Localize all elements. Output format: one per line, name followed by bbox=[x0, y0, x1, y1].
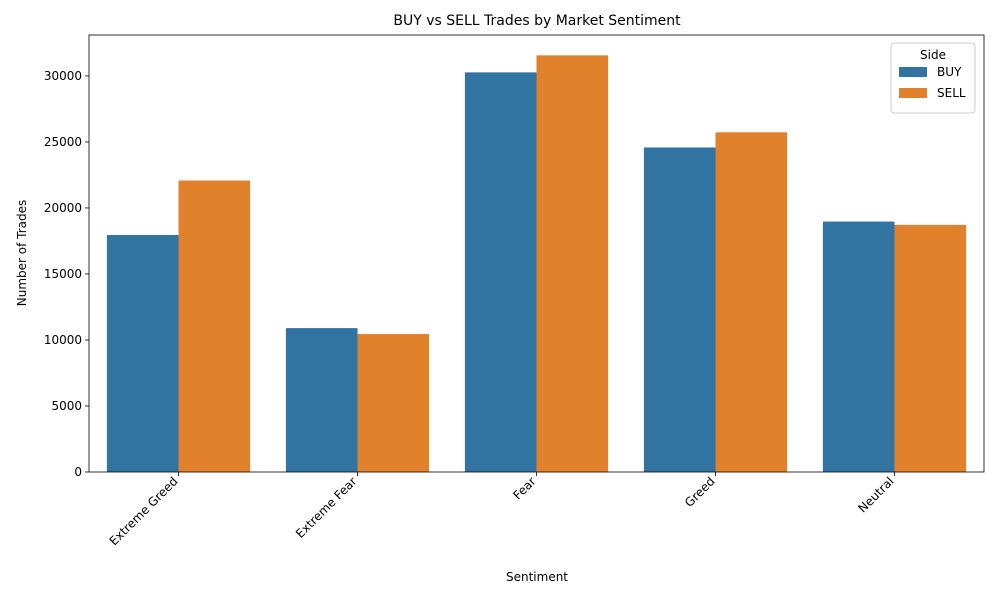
bars-layer bbox=[106, 55, 967, 473]
chart-title: BUY vs SELL Trades by Market Sentiment bbox=[393, 13, 681, 29]
y-tick-label: 30000 bbox=[44, 69, 82, 83]
bar-sell-fear bbox=[536, 55, 609, 472]
x-tick-label: Extreme Fear bbox=[293, 474, 360, 541]
legend-label-sell: SELL bbox=[937, 86, 966, 100]
x-tick-label: Greed bbox=[682, 474, 718, 510]
legend: Side BUY SELL bbox=[890, 42, 976, 114]
y-tick-label: 5000 bbox=[51, 399, 82, 413]
bar-buy-extreme-fear bbox=[285, 328, 358, 472]
y-tick-label: 15000 bbox=[44, 267, 82, 281]
legend-swatch-sell bbox=[899, 88, 927, 98]
bar-buy-greed bbox=[643, 147, 716, 473]
y-tick-label: 10000 bbox=[44, 333, 82, 347]
x-tick-label: Extreme Greed bbox=[107, 474, 181, 548]
bar-buy-neutral bbox=[822, 221, 895, 472]
x-tick-label: Neutral bbox=[855, 474, 896, 515]
bar-sell-neutral bbox=[894, 224, 967, 472]
bar-sell-greed bbox=[715, 132, 788, 473]
y-axis-title: Number of Trades bbox=[15, 200, 29, 307]
legend-swatch-buy bbox=[899, 67, 927, 77]
y-tick-label: 0 bbox=[74, 465, 82, 479]
legend-title: Side bbox=[920, 48, 946, 62]
bar-sell-extreme-greed bbox=[178, 180, 251, 473]
bar-buy-fear bbox=[464, 72, 537, 473]
legend-label-buy: BUY bbox=[937, 65, 962, 79]
x-tick-label: Fear bbox=[510, 474, 538, 502]
bar-buy-extreme-greed bbox=[106, 235, 179, 472]
y-tick-label: 20000 bbox=[44, 201, 82, 215]
y-tick-label: 25000 bbox=[44, 135, 82, 149]
x-axis-title: Sentiment bbox=[506, 570, 568, 584]
bar-sell-extreme-fear bbox=[357, 334, 430, 472]
